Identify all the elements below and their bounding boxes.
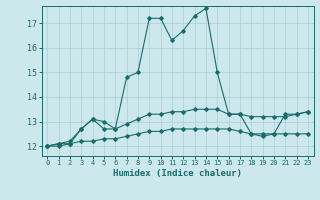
- X-axis label: Humidex (Indice chaleur): Humidex (Indice chaleur): [113, 169, 242, 178]
